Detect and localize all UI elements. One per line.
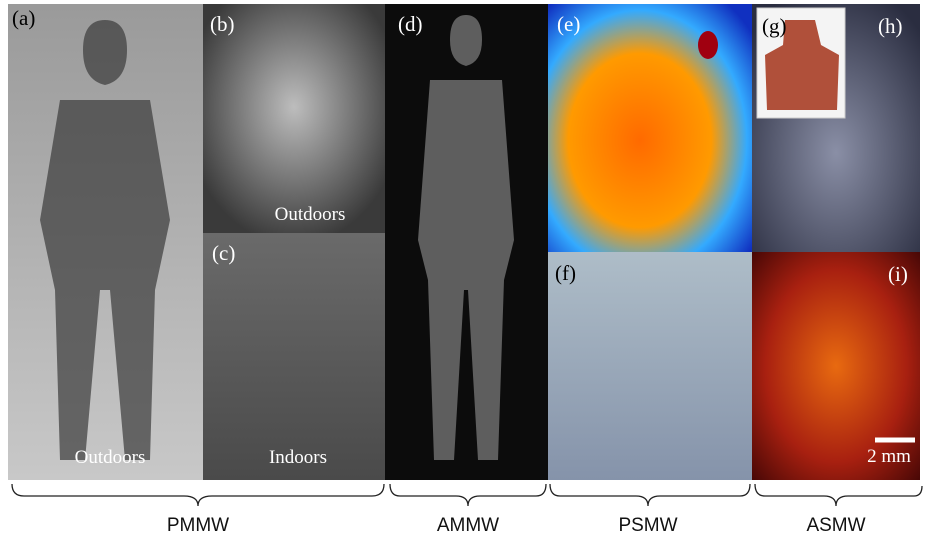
panel-label: (h)	[878, 14, 903, 38]
brace	[12, 484, 384, 506]
panel-label: (c)	[212, 241, 235, 265]
panel-label: (a)	[12, 6, 35, 30]
panel-label: (i)	[888, 262, 908, 286]
brace	[390, 484, 546, 506]
group-label: AMMW	[437, 515, 499, 536]
panel-e-image	[548, 4, 752, 252]
scale-bar-label: 2 mm	[867, 446, 911, 467]
panel-caption: Outdoors	[275, 204, 346, 225]
panel-b-image	[203, 4, 385, 233]
panel-label: (e)	[557, 12, 580, 36]
panel-label: (d)	[398, 12, 423, 36]
panel-f-image	[548, 252, 752, 480]
hotspot	[698, 31, 718, 59]
group-label: ASMW	[806, 515, 865, 536]
group-label: PSMW	[618, 515, 677, 536]
panel-label: (b)	[210, 12, 235, 36]
figure: (a) Outdoors (b) Outdoors (c) Indoors (d…	[0, 0, 925, 537]
brace	[755, 484, 922, 506]
brace	[550, 484, 750, 506]
panel-label: (f)	[555, 261, 576, 285]
panel-caption: Outdoors	[75, 447, 146, 468]
panel-caption: Indoors	[269, 447, 327, 468]
braces: PMMW AMMW PSMW ASMW	[12, 484, 922, 536]
panel-c-image	[203, 233, 385, 480]
panel-label: (g)	[762, 14, 787, 38]
group-label: PMMW	[167, 515, 229, 536]
panels	[8, 4, 920, 480]
